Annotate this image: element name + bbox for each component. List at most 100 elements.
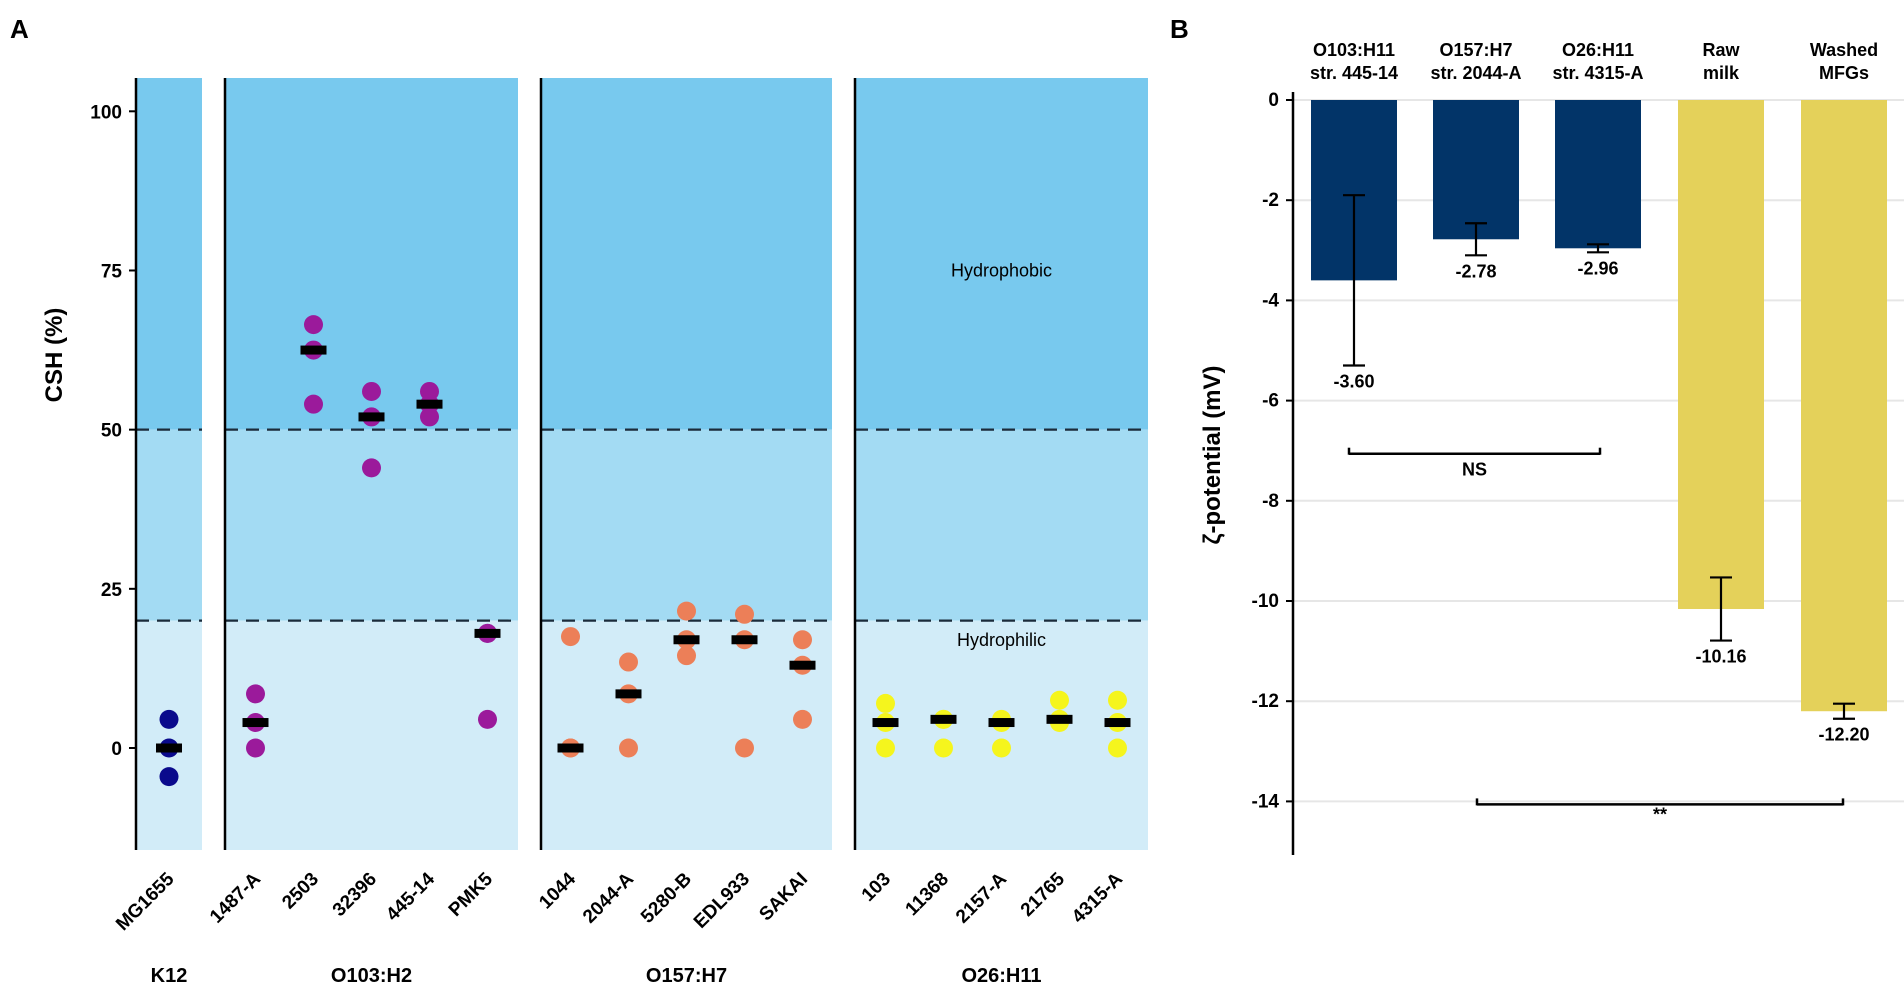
zone-intermediate-bg [225, 429, 518, 621]
median-bar [474, 628, 501, 638]
x-tick-label: MG1655 [112, 868, 179, 935]
y-tick-label: -10 [1252, 591, 1279, 612]
x-tick-label: 2044-A [579, 868, 638, 927]
category-label-line2: str. 445-14 [1310, 63, 1398, 83]
data-point [735, 604, 754, 624]
panel-a-chart: 0 25 50 75 100 Hydrophobic Hydrophilic MG1655 K1… [90, 78, 1148, 987]
y-tick-label: -6 [1262, 391, 1279, 412]
x-tick-label: 21765 [1017, 868, 1070, 921]
zone-intermediate-bg [855, 429, 1148, 621]
data-point [735, 738, 754, 758]
data-point [246, 684, 265, 704]
data-point [1050, 690, 1069, 710]
zone-hydrophilic-bg [225, 620, 518, 850]
category-label-line1: Raw [1702, 40, 1740, 60]
panel-b-chart: 0 -2 -4 -6 -8 -10 -12 -14 -3.60 -2.78 -2.96 -10.16 -… [1252, 40, 1904, 855]
zone-hydrophilic-bg [855, 620, 1148, 850]
y-tick-label: -8 [1262, 491, 1279, 512]
x-tick-label: 2503 [278, 869, 323, 914]
data-point [304, 315, 323, 335]
x-tick-label: 103 [858, 869, 895, 906]
category-label-line1: Washed [1810, 40, 1878, 60]
data-point [304, 394, 323, 414]
value-label: -3.60 [1333, 372, 1374, 392]
data-point [478, 709, 497, 729]
median-bar [242, 718, 269, 728]
median-bar [1104, 718, 1131, 728]
median-bar [872, 718, 899, 728]
median-bar [789, 660, 816, 670]
data-point [793, 630, 812, 650]
value-label: -2.78 [1455, 261, 1496, 281]
zone-label-hydrophobic: Hydrophobic [951, 260, 1052, 280]
zone-hydrophilic-bg [136, 620, 202, 850]
panel-b-y-axis-label: ζ-potential (mV) [1199, 365, 1226, 544]
data-point [619, 738, 638, 758]
data-point [159, 767, 179, 787]
category-label-line1: O26:H11 [1562, 40, 1634, 60]
median-bar [416, 399, 443, 409]
y-tick-label: 0 [1268, 90, 1279, 111]
y-tick-label: -4 [1262, 290, 1279, 311]
zone-intermediate-bg [541, 429, 832, 621]
median-bar [731, 635, 758, 645]
data-point [876, 693, 895, 713]
group-label: K12 [151, 965, 188, 987]
data-point [159, 709, 179, 729]
x-tick-label: 32396 [329, 869, 381, 921]
x-tick-label: SAKAI [755, 869, 812, 926]
median-bar [930, 714, 957, 724]
category-label-line2: milk [1703, 63, 1740, 83]
y-tick-label: 100 [90, 102, 122, 123]
data-point [1108, 738, 1127, 758]
median-bar [156, 743, 182, 753]
group-label: O26:H11 [961, 965, 1041, 987]
data-point [876, 738, 895, 758]
data-point [362, 458, 381, 478]
y-tick-label: -2 [1262, 190, 1279, 211]
y-tick-label: -14 [1252, 791, 1280, 812]
zone-intermediate-bg [136, 429, 202, 621]
x-tick-label: 11368 [902, 869, 953, 920]
data-point [677, 601, 696, 621]
data-point [420, 407, 439, 427]
median-bar [1046, 714, 1073, 724]
bar [1433, 100, 1519, 240]
data-point [619, 652, 638, 672]
y-tick-label: 50 [101, 421, 122, 442]
x-tick-label: 1487-A [206, 868, 265, 927]
x-tick-label: PMK5 [445, 868, 497, 920]
y-tick-label: 75 [101, 261, 123, 282]
category-label-line1: O157:H7 [1439, 40, 1512, 60]
value-label: -10.16 [1695, 647, 1746, 667]
value-label: -2.96 [1577, 258, 1618, 278]
category-label-line2: str. 2044-A [1430, 63, 1521, 83]
zone-hydrophobic-bg [855, 78, 1148, 430]
category-label-line2: str. 4315-A [1552, 63, 1643, 83]
zone-hydrophobic-bg [225, 78, 518, 430]
bar [1555, 100, 1641, 249]
x-tick-label: 2157-A [952, 868, 1011, 927]
group-label: O103:H2 [331, 965, 412, 987]
bar [1801, 100, 1887, 712]
data-point [793, 709, 812, 729]
x-tick-label: EDL933 [690, 869, 754, 933]
group-label: O157:H7 [646, 965, 727, 987]
y-tick-label: -12 [1252, 691, 1279, 712]
median-bar [358, 412, 385, 422]
x-tick-label: 5280-B [637, 869, 696, 928]
panel-a-y-axis-label: CSH (%) [41, 308, 68, 403]
x-tick-label: 1044 [535, 868, 580, 913]
x-tick-label: 445-14 [382, 868, 439, 925]
zone-hydrophobic-bg [136, 78, 202, 430]
y-tick-label: 25 [101, 580, 123, 601]
data-point [992, 738, 1011, 758]
significance-label: ** [1653, 804, 1667, 824]
y-tick-label: 0 [111, 739, 122, 760]
data-point [677, 646, 696, 666]
data-point [362, 381, 381, 401]
x-tick-label: 4315-A [1068, 868, 1127, 927]
zone-label-hydrophilic: Hydrophilic [957, 630, 1046, 650]
median-bar [557, 743, 584, 753]
